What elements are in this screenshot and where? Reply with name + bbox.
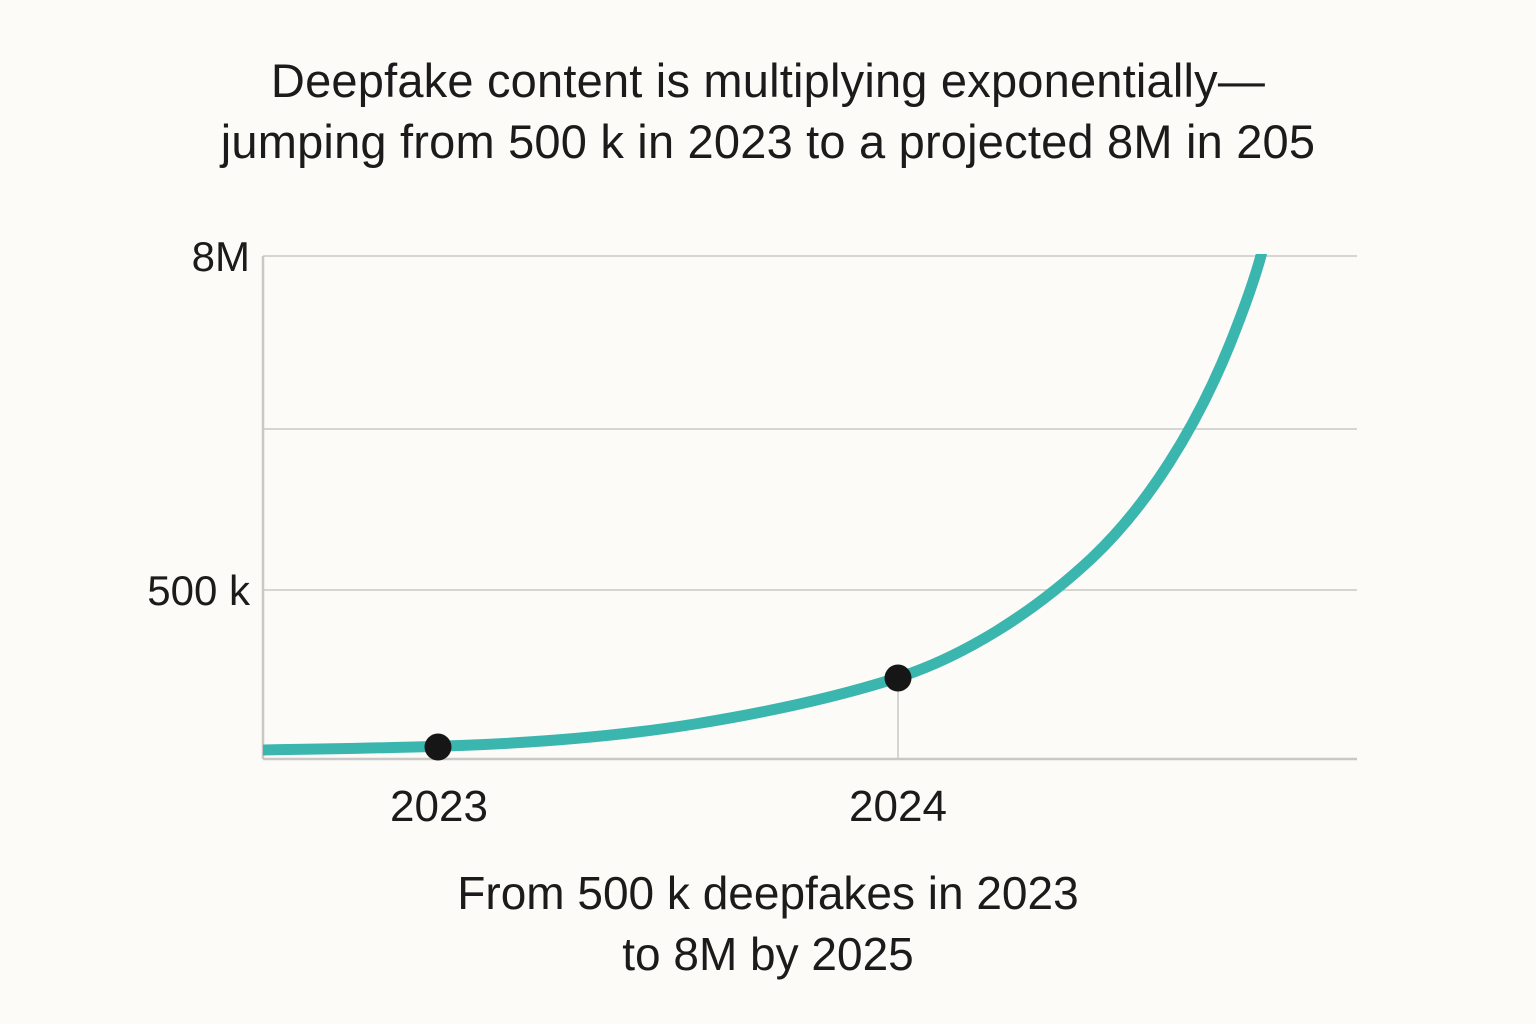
y-tick-label-8m: 8M (191, 233, 250, 280)
x-tick-label-2023: 2023 (390, 782, 488, 831)
x-tick-label-2024: 2024 (849, 782, 947, 831)
data-point-2023 (424, 733, 452, 761)
data-point-2024 (884, 664, 912, 692)
chart-title: Deepfake content is multiplying exponent… (220, 54, 1316, 168)
growth-curve (263, 254, 1268, 756)
chart-caption: From 500 k deepfakes in 2023 to 8M by 20… (457, 867, 1079, 980)
y-tick-label-500k: 500 k (147, 567, 250, 614)
